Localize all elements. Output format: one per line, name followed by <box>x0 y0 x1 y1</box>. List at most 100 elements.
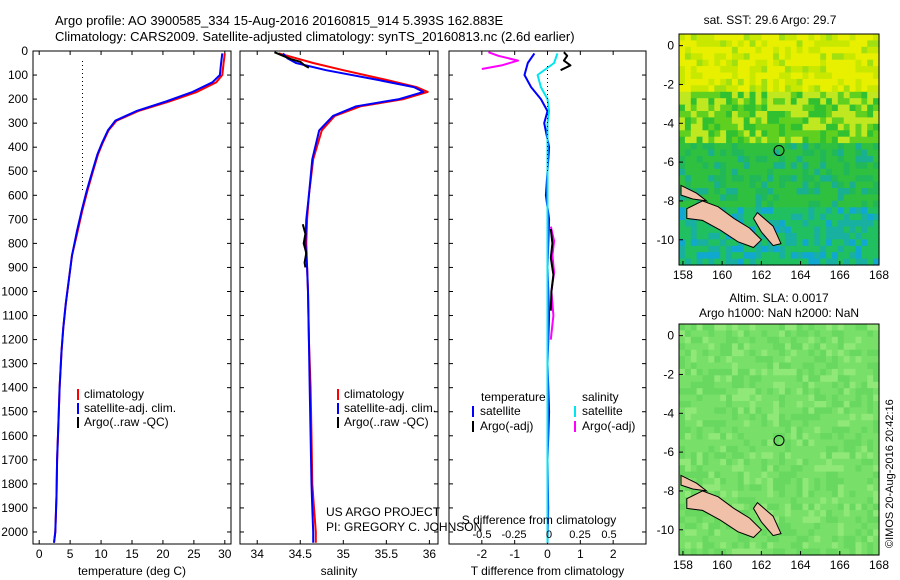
sst_map-cell <box>826 117 833 125</box>
sst_map-cell <box>784 72 792 80</box>
sla_map-cell <box>708 433 715 441</box>
sst_map-cell <box>684 155 692 163</box>
sla_map-cell <box>737 458 745 466</box>
sla_map-cell <box>743 420 751 428</box>
sla_map-cell <box>855 529 862 537</box>
sla_map-cell <box>861 362 868 370</box>
sla_map-cell <box>755 413 762 421</box>
salinity-series-1-line <box>282 52 425 543</box>
sla_map-cell <box>820 349 827 357</box>
difference-salinity-tick-label: -0.5 <box>473 529 492 541</box>
sla_map-cell <box>767 330 774 338</box>
sla_map-cell <box>867 343 874 351</box>
sst_map-cell <box>679 117 686 125</box>
sst_map-cell <box>708 111 715 118</box>
sst_map-cell <box>831 232 839 240</box>
sst_map-cell <box>749 78 757 86</box>
sst_map-cell <box>831 168 839 176</box>
sla_map-cell <box>779 368 786 376</box>
sla_map-cell <box>702 433 709 441</box>
sla_map-y-tick-label: -8 <box>663 484 674 498</box>
sst_map-cell <box>790 207 798 215</box>
sla_map-cell <box>855 368 862 376</box>
sst_map-cell <box>831 194 839 202</box>
sla_map-cell <box>784 368 792 376</box>
sla_map-cell <box>696 548 704 556</box>
sst_map-cell <box>867 220 874 228</box>
sst_map-cell <box>808 258 815 266</box>
sst_map-cell <box>773 149 780 157</box>
sst_map-cell <box>708 59 715 67</box>
sla_map-cell <box>761 465 768 473</box>
sst_map-cell <box>790 194 798 202</box>
sla_map-cell <box>867 535 874 543</box>
sst_map-cell <box>755 232 762 240</box>
sla_map-cell <box>743 388 751 396</box>
sla_map-cell <box>726 465 733 473</box>
difference-series-0-line <box>523 52 551 543</box>
sla_map-cell <box>773 497 780 505</box>
sla_map-cell <box>873 535 880 543</box>
sst_map-cell <box>690 123 698 131</box>
sla_map-cell <box>843 471 851 479</box>
sla_map-cell <box>714 535 721 543</box>
sla_map-cell <box>773 420 780 428</box>
sst_map-cell <box>761 200 768 208</box>
sst_map-cell <box>737 85 745 93</box>
sst_map-cell <box>861 220 868 228</box>
sst_map-cell <box>696 98 704 106</box>
sst_map-cell <box>837 258 845 266</box>
sla_map-cell <box>726 433 733 441</box>
sst_map-cell <box>873 252 880 260</box>
sst_map-cell <box>784 136 792 144</box>
sst_map-cell <box>714 136 721 144</box>
sla_map-cell <box>743 478 751 485</box>
sst_map-cell <box>720 258 727 266</box>
sla_map-cell <box>808 330 815 338</box>
sst_map-cell <box>784 111 792 118</box>
sst_map-cell <box>761 258 768 266</box>
sst_map-cell <box>702 245 709 253</box>
sla_map-cell <box>820 471 827 479</box>
sla_map-cell <box>843 368 851 376</box>
sst_map-cell <box>755 252 762 260</box>
sla_map-cell <box>714 478 721 485</box>
sla_map-cell <box>849 375 857 383</box>
sst_map-cell <box>867 175 874 183</box>
sst_map-cell <box>779 155 786 163</box>
sla_map-cell <box>696 516 704 524</box>
sla_map-cell <box>708 458 715 466</box>
sla_map-cell <box>761 433 768 441</box>
sla_map-cell <box>843 439 851 447</box>
sla_map-cell <box>861 407 868 415</box>
sla_map-cell <box>831 362 839 370</box>
sla_map-cell <box>796 401 804 408</box>
sst_map-cell <box>690 162 698 170</box>
sst_map-cell <box>743 194 751 202</box>
sla_map-cell <box>761 529 768 537</box>
sla_map-cell <box>790 497 798 505</box>
sst_map-cell <box>749 111 757 118</box>
sst_map-cell <box>720 239 727 247</box>
sla_map-cell <box>802 542 809 550</box>
sst_map-cell <box>867 98 874 106</box>
sst_map-cell <box>849 252 857 260</box>
sst_map-cell <box>702 136 709 144</box>
sst_map-cell <box>849 175 857 183</box>
sla_map-cell <box>726 407 733 415</box>
sst_map-cell <box>784 200 792 208</box>
sst_map-cell <box>702 72 709 80</box>
sla_map-cell <box>696 445 704 453</box>
sla_map-cell <box>826 516 833 524</box>
sst_map-cell <box>714 53 721 61</box>
sst_map-cell <box>690 239 698 247</box>
sla_map-cell <box>826 356 833 364</box>
sst_map-cell <box>837 188 845 195</box>
sla_map-cell <box>873 465 880 473</box>
sla_map-cell <box>814 465 821 473</box>
sla_map-cell <box>708 381 715 389</box>
sst_map-cell <box>696 188 704 195</box>
sla_map-cell <box>755 497 762 505</box>
sla_map-cell <box>696 529 704 537</box>
sst_map-cell <box>773 66 780 74</box>
